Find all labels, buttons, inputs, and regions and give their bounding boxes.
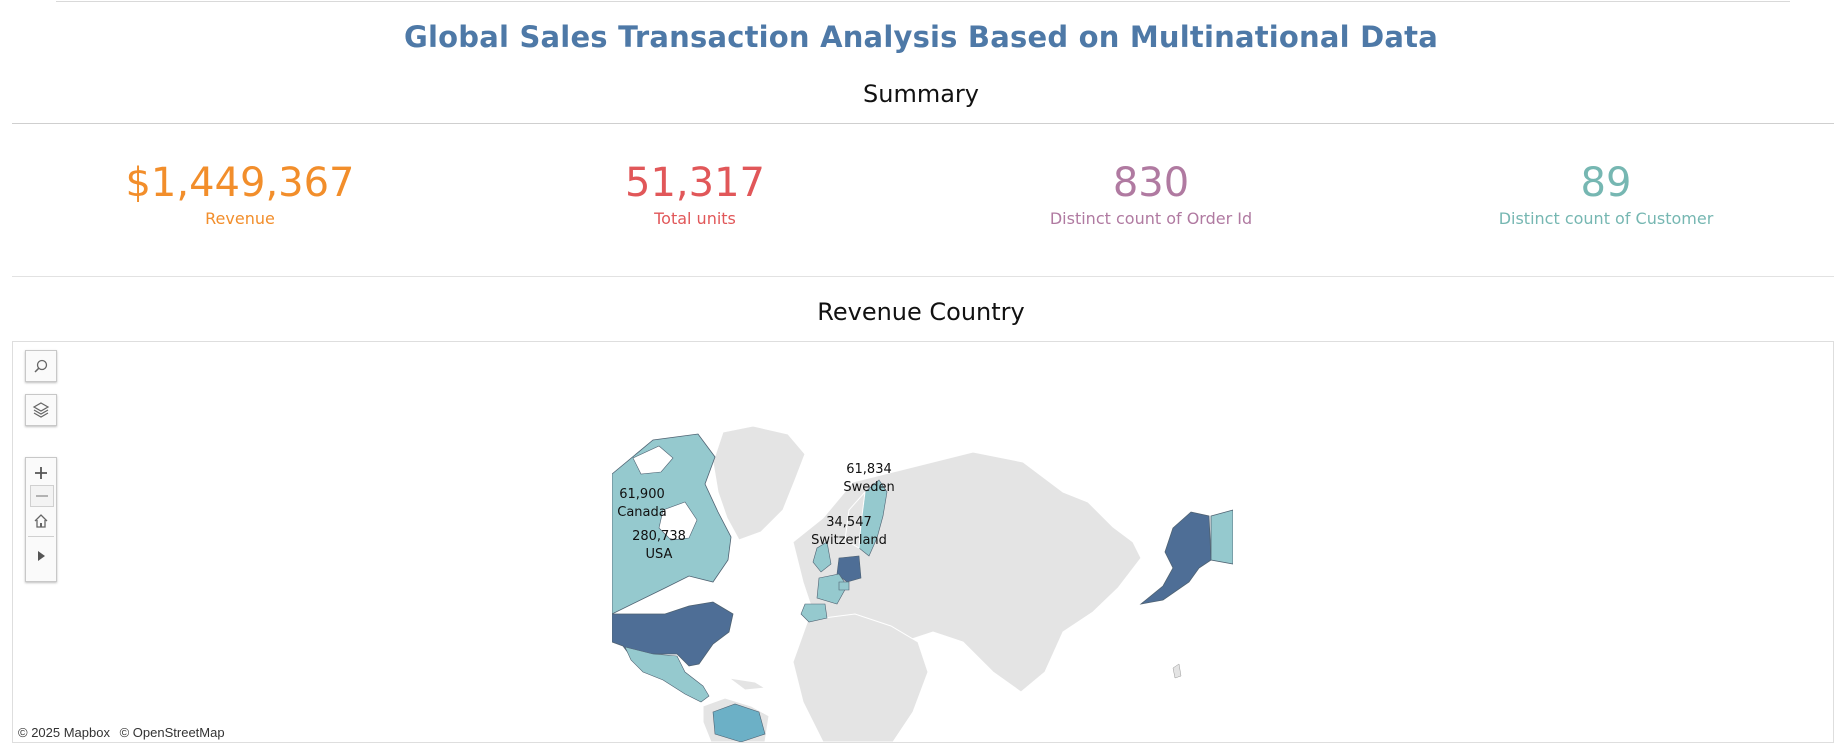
kpi-label: Revenue bbox=[205, 209, 275, 228]
label-value: 280,738 bbox=[632, 529, 686, 544]
label-country: Switzerland bbox=[811, 533, 887, 548]
dashboard-title: Global Sales Transaction Analysis Based … bbox=[404, 20, 1438, 54]
yukon-shape bbox=[1210, 509, 1234, 565]
mexico-shape bbox=[624, 646, 710, 703]
kpi-divider bbox=[12, 276, 1834, 277]
label-value: 61,900 bbox=[619, 487, 665, 502]
kpi-value: 51,317 bbox=[625, 160, 765, 206]
map-label-canada: 61,900 Canada bbox=[607, 486, 677, 522]
japan-shape bbox=[1172, 663, 1182, 679]
alaska-shape bbox=[1139, 511, 1212, 605]
map-attribution: © 2025 Mapbox © OpenStreetMap bbox=[18, 725, 231, 740]
summary-title: Summary bbox=[863, 80, 979, 108]
map-label-sweden: 61,834 Sweden bbox=[829, 461, 909, 497]
kpi-revenue: $1,449,367 Revenue bbox=[10, 160, 470, 228]
zoom-out-button[interactable] bbox=[30, 485, 54, 507]
hudson-bay-shape bbox=[658, 501, 698, 541]
switzerland-shape bbox=[838, 581, 850, 591]
germany-shape bbox=[836, 555, 862, 583]
play-triangle-icon bbox=[38, 551, 45, 561]
zoom-in-button[interactable] bbox=[29, 461, 53, 485]
kpi-total-units: 51,317 Total units bbox=[465, 160, 925, 228]
kpi-distinct-customers: 89 Distinct count of Customer bbox=[1376, 160, 1836, 228]
map-layers-button[interactable] bbox=[25, 394, 57, 426]
home-button[interactable] bbox=[29, 509, 53, 533]
label-country: Canada bbox=[617, 505, 667, 520]
mask-left bbox=[13, 342, 612, 742]
venezuela-shape bbox=[712, 703, 766, 742]
plus-icon bbox=[35, 467, 47, 479]
mapbox-attribution-link[interactable]: © 2025 Mapbox bbox=[18, 725, 110, 740]
label-value: 34,547 bbox=[826, 515, 872, 530]
top-divider bbox=[56, 1, 1790, 2]
toolbar-divider bbox=[28, 536, 54, 537]
minus-icon bbox=[36, 495, 48, 497]
label-country: Sweden bbox=[843, 480, 895, 495]
map-search-button[interactable] bbox=[25, 350, 57, 382]
norway-shape bbox=[844, 490, 866, 549]
layers-icon bbox=[32, 402, 50, 418]
mask-right bbox=[1233, 342, 1833, 742]
kpi-label: Total units bbox=[654, 209, 736, 228]
kpi-label: Distinct count of Customer bbox=[1498, 209, 1714, 228]
kpi-value: 89 bbox=[1580, 160, 1632, 206]
africa-shape bbox=[792, 613, 929, 742]
caribbean-shape bbox=[728, 677, 767, 691]
magnifier-icon bbox=[34, 359, 48, 373]
home-icon bbox=[34, 514, 48, 528]
kpi-value: $1,449,367 bbox=[125, 160, 355, 206]
map-canvas[interactable] bbox=[13, 342, 1833, 742]
revenue-country-title: Revenue Country bbox=[817, 298, 1025, 326]
summary-divider bbox=[12, 123, 1834, 124]
arctic-islands-shape bbox=[632, 445, 674, 475]
revenue-map[interactable]: 61,900 Canada 280,738 USA 61,834 Sweden … bbox=[12, 341, 1834, 743]
map-label-usa: 280,738 USA bbox=[619, 528, 699, 564]
spain-shape bbox=[800, 603, 828, 623]
kpi-value: 830 bbox=[1112, 160, 1190, 206]
play-button[interactable] bbox=[29, 544, 53, 568]
label-country: USA bbox=[645, 547, 673, 562]
label-value: 61,834 bbox=[846, 462, 892, 477]
greenland-shape bbox=[712, 425, 806, 541]
france-shape bbox=[816, 573, 848, 605]
map-zoom-toolbar bbox=[25, 457, 57, 582]
uk-shape bbox=[812, 541, 832, 573]
kpi-label: Distinct count of Order Id bbox=[1049, 209, 1253, 228]
map-label-switzerland: 34,547 Switzerland bbox=[799, 514, 899, 550]
kpi-distinct-orders: 830 Distinct count of Order Id bbox=[921, 160, 1381, 228]
osm-attribution-link[interactable]: © OpenStreetMap bbox=[119, 725, 225, 740]
